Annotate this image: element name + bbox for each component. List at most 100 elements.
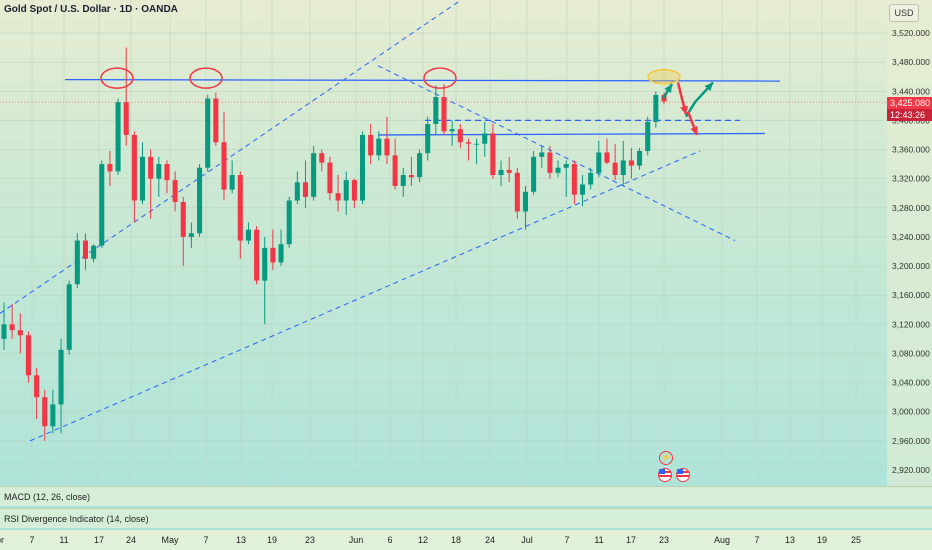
descending-trend-line bbox=[377, 65, 736, 242]
candle-body bbox=[327, 162, 333, 194]
x-tick-label: Jul bbox=[521, 535, 533, 545]
candle-body bbox=[368, 134, 374, 156]
y-tick-label: 3,360.000 bbox=[892, 145, 930, 155]
candle-body bbox=[531, 156, 537, 192]
x-tick-label: 11 bbox=[594, 535, 603, 545]
candle-body bbox=[588, 172, 594, 185]
candle-body bbox=[498, 169, 504, 176]
candle-body bbox=[286, 200, 292, 245]
y-tick-label: 3,080.000 bbox=[892, 348, 930, 358]
candle-body bbox=[66, 284, 72, 350]
candle-body bbox=[441, 97, 447, 132]
rsi-pane[interactable]: RSI Divergence Indicator (14, close) bbox=[0, 508, 932, 528]
y-tick-label: 3,480.000 bbox=[892, 57, 930, 67]
projection-arrow-up-head bbox=[704, 82, 713, 92]
y-tick-label: 3,160.000 bbox=[892, 290, 930, 300]
us-flag-icon[interactable] bbox=[658, 468, 672, 482]
resistance-line bbox=[64, 78, 781, 82]
candle-body bbox=[58, 349, 64, 405]
x-tick-label: 7 bbox=[203, 535, 208, 545]
x-tick-label: Apr bbox=[0, 535, 4, 545]
candle-body bbox=[612, 162, 618, 176]
projection-arrow-up-head bbox=[664, 83, 672, 93]
y-tick-label: 3,120.000 bbox=[892, 319, 930, 329]
x-tick-label: 12 bbox=[418, 535, 428, 545]
candle-body bbox=[123, 102, 129, 135]
macd-pane[interactable]: MACD (12, 26, close) bbox=[0, 486, 932, 506]
currency-button[interactable]: USD bbox=[889, 4, 919, 22]
candle-body bbox=[425, 124, 431, 154]
y-tick-label: 2,920.000 bbox=[892, 465, 930, 475]
candle-body bbox=[408, 175, 414, 178]
candle-body bbox=[343, 180, 349, 201]
candle-body bbox=[197, 167, 203, 234]
x-tick-label: 23 bbox=[305, 535, 315, 545]
candle-body bbox=[221, 142, 227, 190]
y-tick-label: 3,440.000 bbox=[892, 86, 930, 96]
x-tick-label: 13 bbox=[785, 535, 795, 545]
candle-body bbox=[278, 244, 284, 263]
candle-body bbox=[579, 184, 586, 195]
candle-body bbox=[17, 330, 23, 336]
candle-body bbox=[400, 175, 406, 186]
x-tick-label: 25 bbox=[851, 535, 861, 545]
candle-body bbox=[465, 142, 471, 144]
candle-body bbox=[262, 247, 268, 281]
candle-body bbox=[653, 94, 659, 122]
candle-body bbox=[172, 180, 178, 202]
x-tick-label: 7 bbox=[564, 535, 569, 545]
countdown-label: 12:43:26 bbox=[887, 109, 932, 121]
x-tick-label: 24 bbox=[485, 535, 495, 545]
candle-body bbox=[490, 133, 496, 176]
price-axis bbox=[887, 0, 932, 486]
candle-body bbox=[637, 150, 643, 166]
candle-body bbox=[245, 229, 251, 241]
y-tick-label: 3,320.000 bbox=[892, 174, 930, 184]
x-tick-label: 17 bbox=[94, 535, 104, 545]
candle-body bbox=[457, 129, 463, 143]
candle-body bbox=[180, 201, 186, 237]
candle-body bbox=[604, 152, 610, 163]
candle-body bbox=[270, 247, 276, 263]
symbol-title[interactable]: Gold Spot / U.S. Dollar · 1D · OANDA bbox=[4, 4, 178, 15]
candle-body bbox=[156, 164, 162, 179]
upper-channel-line bbox=[0, 0, 462, 314]
y-tick-label: 3,240.000 bbox=[892, 232, 930, 242]
candle-body bbox=[139, 156, 146, 201]
candle-body bbox=[522, 191, 529, 212]
candle-body bbox=[148, 156, 154, 179]
candle-body bbox=[237, 175, 243, 241]
x-tick-label: 17 bbox=[626, 535, 636, 545]
candle-body bbox=[294, 182, 300, 201]
candle-body bbox=[539, 152, 545, 157]
last-price-label: 3,425.080 bbox=[887, 97, 932, 109]
high-ellipse bbox=[423, 67, 457, 89]
x-tick-label: 6 bbox=[387, 535, 392, 545]
candle-body bbox=[514, 172, 520, 212]
x-tick-label: 24 bbox=[126, 535, 136, 545]
candle-body bbox=[555, 167, 561, 173]
candle-body bbox=[25, 335, 31, 376]
candle-body bbox=[74, 240, 80, 285]
x-tick-label: May bbox=[161, 535, 179, 545]
candle-body bbox=[449, 129, 455, 132]
candle-body bbox=[302, 182, 309, 197]
candle-body bbox=[384, 138, 390, 156]
candle-body bbox=[645, 121, 651, 151]
lightning-icon[interactable]: ⚡ bbox=[659, 451, 673, 465]
x-tick-label: 13 bbox=[236, 535, 246, 545]
candle-body bbox=[620, 160, 626, 176]
candle-body bbox=[254, 229, 260, 281]
candle-body bbox=[229, 175, 235, 190]
x-tick-label: 7 bbox=[754, 535, 759, 545]
projection-arrow-down-head bbox=[680, 105, 688, 115]
lower-channel-line bbox=[29, 150, 701, 442]
us-flag-icon[interactable] bbox=[676, 468, 690, 482]
candle-body bbox=[164, 164, 170, 181]
candle-body bbox=[42, 397, 48, 427]
y-tick-label: 2,960.000 bbox=[892, 436, 930, 446]
candle-body bbox=[115, 102, 121, 172]
candle-body bbox=[1, 324, 7, 339]
candle-body bbox=[131, 134, 137, 201]
